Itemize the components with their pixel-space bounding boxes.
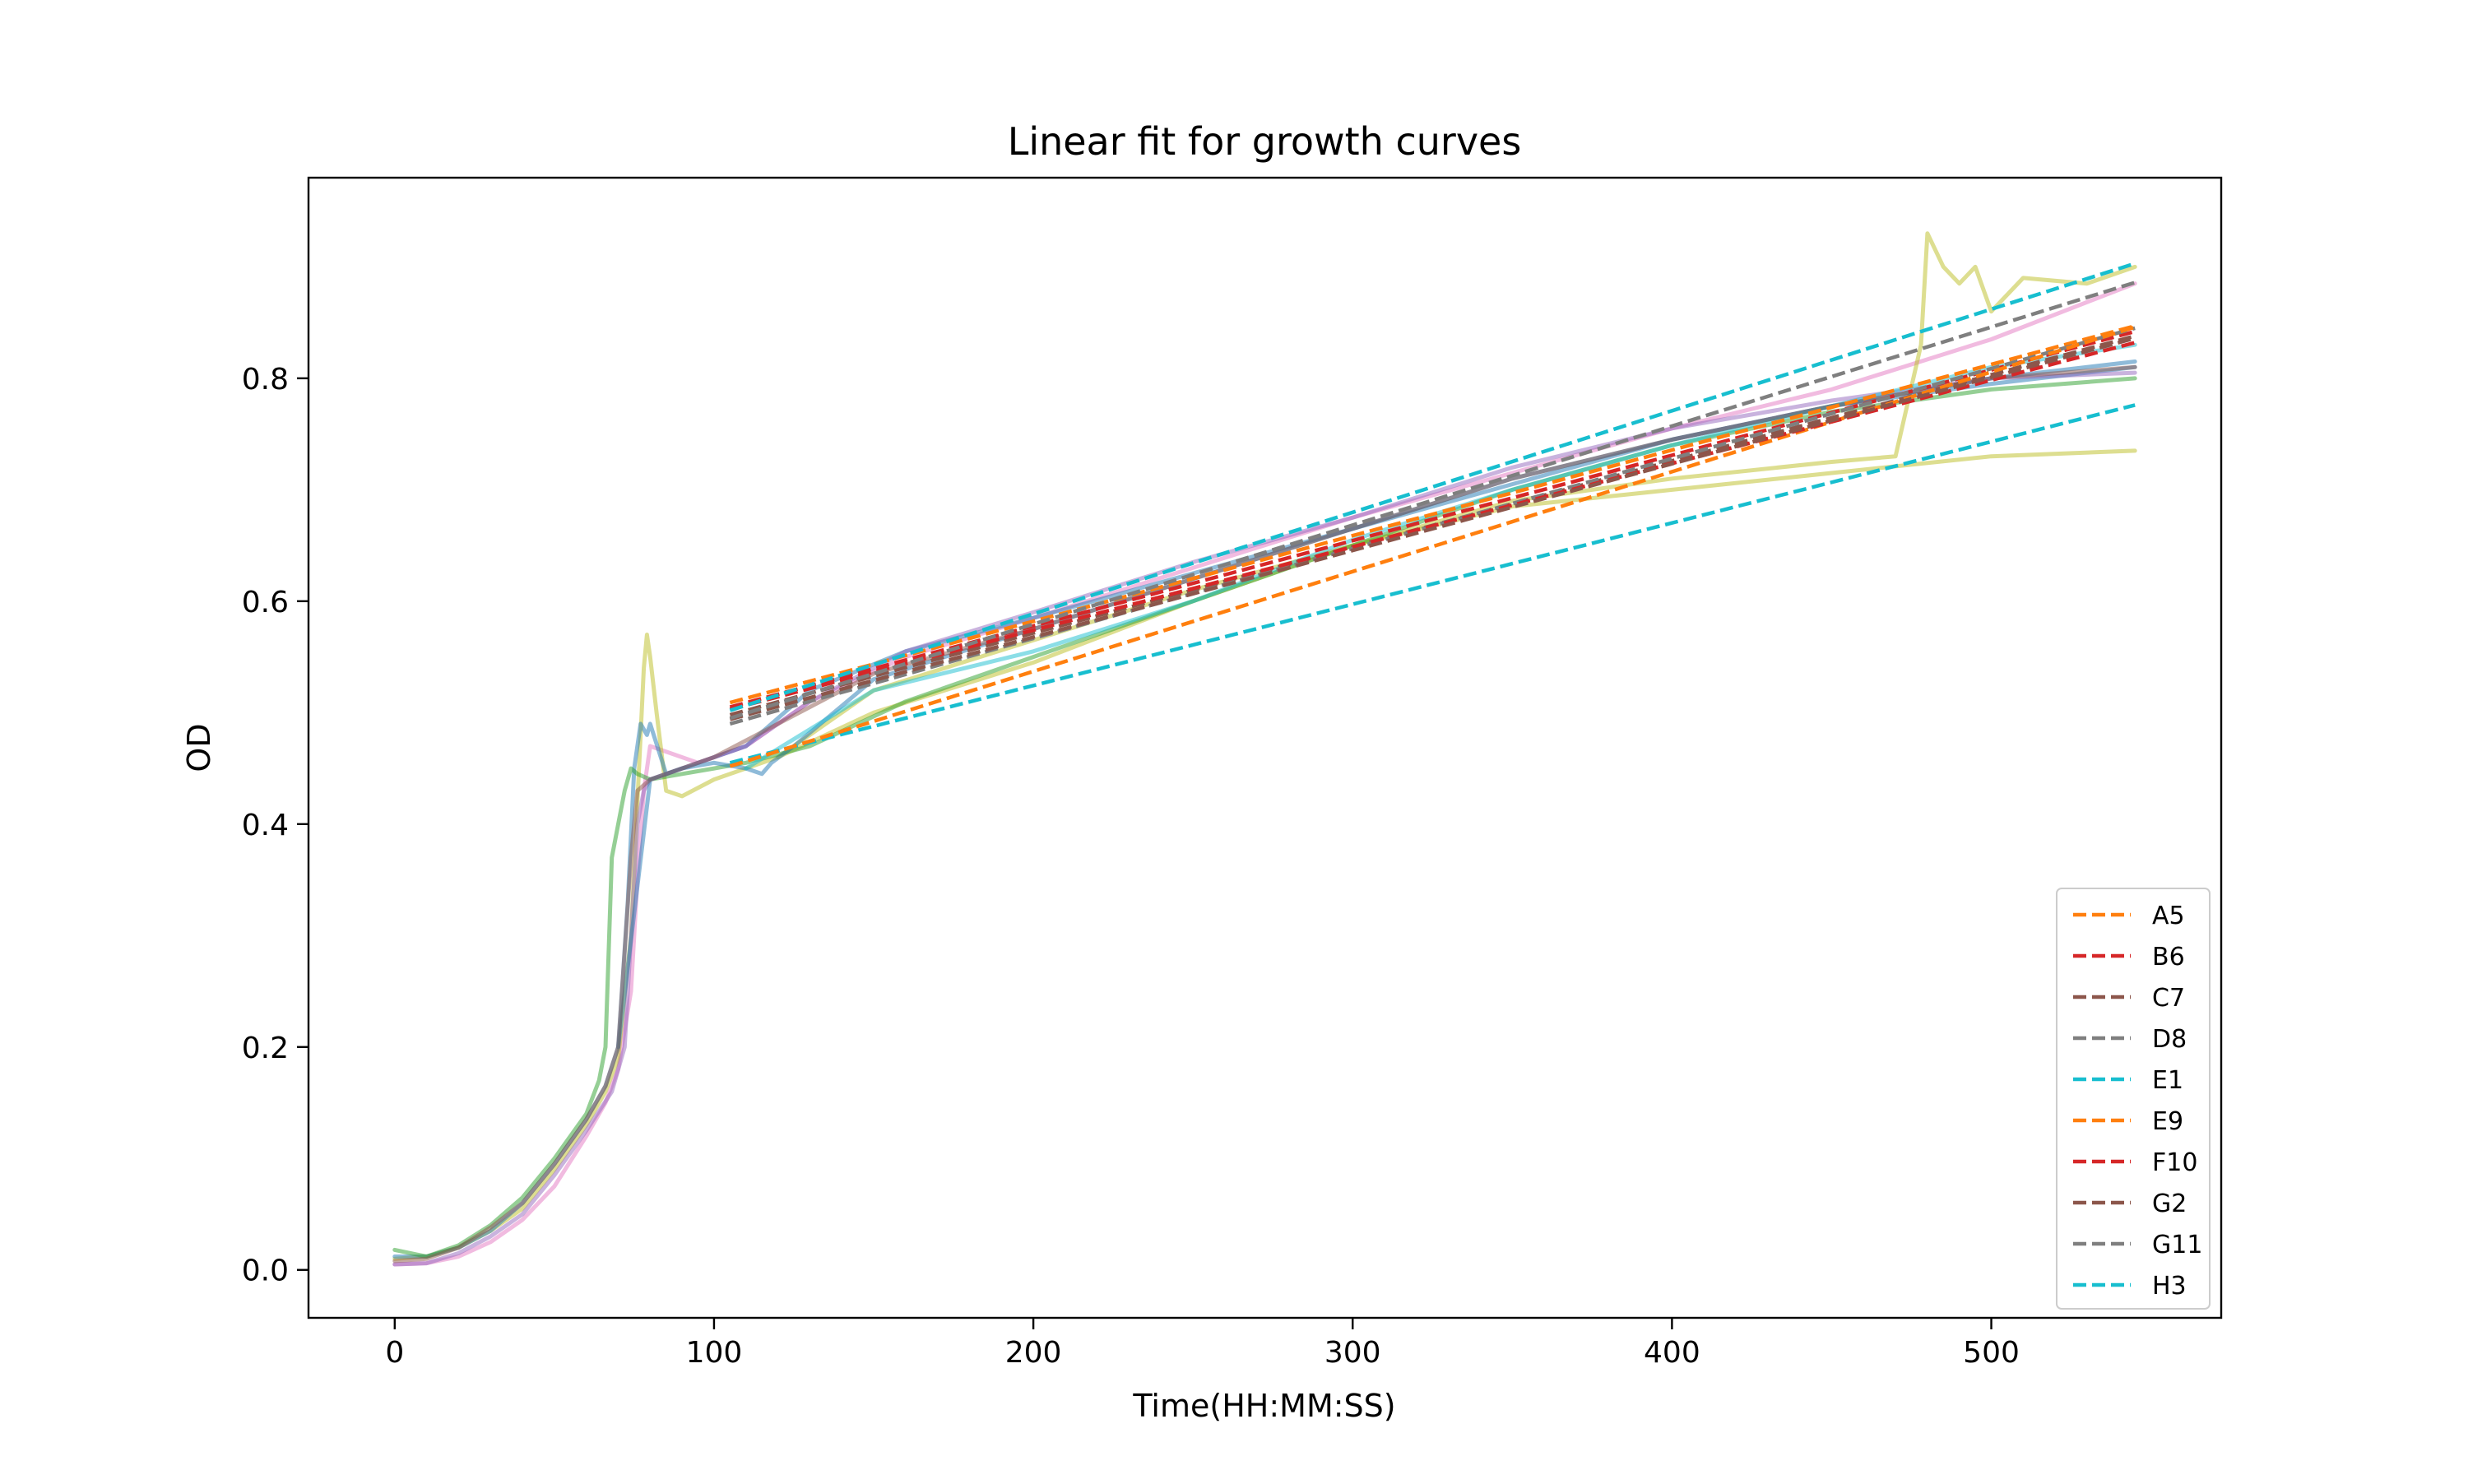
plot-frame xyxy=(307,176,2223,1319)
x-tick-label-400: 400 xyxy=(1644,1336,1700,1370)
legend-label-d8: D8 xyxy=(2152,1025,2187,1054)
legend: A5 B6 C7 D8 E1 E9 F10 G2 G11 H3 xyxy=(2056,888,2211,1310)
x-axis-label: Time(HH:MM:SS) xyxy=(1132,1388,1395,1424)
x-tick-label-200: 200 xyxy=(1005,1336,1062,1370)
x-tick-label-300: 300 xyxy=(1324,1336,1381,1370)
fit-line-f10 xyxy=(729,341,2136,712)
fit-line-e1 xyxy=(729,403,2136,765)
x-tick-label-500: 500 xyxy=(1963,1336,2020,1370)
fit-line-a5 xyxy=(729,324,2136,705)
y-tick-label-0.4: 0.4 xyxy=(242,809,289,842)
fit-lines-layer xyxy=(729,262,2136,768)
x-tick-label-0: 0 xyxy=(385,1336,404,1370)
legend-label-e9: E9 xyxy=(2152,1107,2183,1136)
y-tick-label-0.0: 0.0 xyxy=(242,1254,289,1288)
y-axis-label: OD xyxy=(181,723,217,772)
y-tick-label-0.6: 0.6 xyxy=(242,586,289,619)
growth-curve-9 xyxy=(392,364,2137,1264)
y-ticks: 0.0 0.2 0.4 0.6 0.8 xyxy=(242,363,308,1288)
x-ticks: 0 100 200 300 400 500 xyxy=(385,1318,2020,1370)
y-tick-label-0.2: 0.2 xyxy=(242,1032,289,1065)
x-tick-label-100: 100 xyxy=(686,1336,743,1370)
chart-title: Linear fit for growth curves xyxy=(1008,119,1522,164)
legend-items: A5 B6 C7 D8 E1 E9 F10 G2 G11 H3 xyxy=(2073,902,2202,1301)
y-tick-label-0.8: 0.8 xyxy=(242,363,289,397)
legend-label-e1: E1 xyxy=(2152,1066,2183,1095)
legend-label-b6: B6 xyxy=(2152,943,2185,972)
legend-label-h3: H3 xyxy=(2152,1272,2187,1301)
legend-label-g2: G2 xyxy=(2152,1190,2187,1218)
legend-label-c7: C7 xyxy=(2152,984,2185,1013)
legend-label-g11: G11 xyxy=(2152,1231,2202,1259)
legend-label-f10: F10 xyxy=(2152,1148,2197,1177)
fit-line-g2 xyxy=(729,336,2136,721)
legend-label-a5: A5 xyxy=(2152,902,2185,930)
